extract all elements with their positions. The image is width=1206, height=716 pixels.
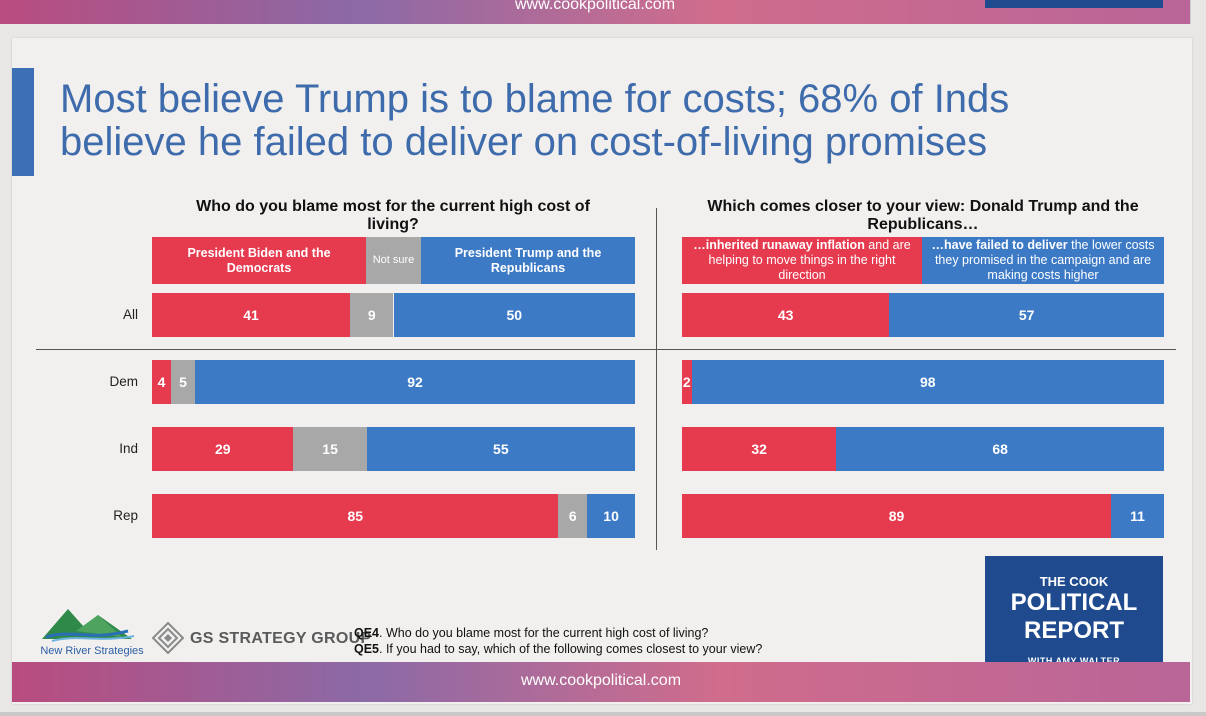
bottom-website-url: www.cookpolitical.com	[520, 672, 682, 689]
row-label-dem: Dem	[109, 374, 138, 389]
new-river-text: New River Strategies	[40, 645, 144, 657]
footnotes: QE4. Who do you blame most for the curre…	[354, 625, 762, 657]
chart2-data-label-all-series1: 43	[777, 307, 794, 323]
chart1-data-label-all-series1: 41	[243, 307, 259, 323]
chart2-data-label-dem-series1: 2	[682, 374, 691, 390]
chart1-legend-trump: President Trump and the Republicans	[421, 237, 635, 284]
chart1-legend-biden: President Biden and the Democrats	[152, 237, 366, 284]
horizontal-divider	[36, 349, 1176, 350]
chart1-bar-all-series2: 9	[350, 293, 394, 337]
mountains-icon	[42, 609, 135, 642]
chart2-data-label-ind-series1: 32	[751, 441, 767, 457]
footnote-qe4: QE4. Who do you blame most for the curre…	[354, 626, 709, 640]
chart2-data-label-ind-series2: 68	[992, 441, 1008, 457]
chart2-bar-rep-series2: 11	[1110, 494, 1164, 538]
chart1-bar-all-series3: 50	[393, 293, 635, 337]
chart1-data-label-dem-series2: 5	[179, 374, 187, 390]
chart2-bar-dem-series2: 98	[691, 360, 1164, 404]
chart1-title: Who do you blame most for the current hi…	[196, 198, 590, 233]
gs-strategy-logo: GS STRATEGY GROUP	[151, 621, 371, 656]
chart1-bar-dem-series2: 5	[171, 360, 196, 404]
chart1-bar-rep-series3: 10	[587, 494, 635, 538]
chart2-data-label-rep-series1: 89	[888, 508, 905, 524]
chart1-data-label-all-series2: 9	[367, 307, 376, 323]
chart1-bar-ind-series3: 55	[366, 427, 635, 471]
top-website-url: www.cookpolitical.com	[514, 0, 676, 13]
chart1-data-label-rep-series2: 6	[568, 508, 577, 524]
chart2-bar-all-series1: 43	[682, 293, 890, 337]
chart1-data-label-rep-series3: 10	[603, 508, 619, 524]
footnote-qe5: QE5. If you had to say, which of the fol…	[354, 642, 763, 656]
chart2-bar-all-series2: 57	[889, 293, 1164, 337]
cook-logo-line1: THE COOK	[1039, 574, 1109, 589]
chart1-data-label-ind-series1: 29	[214, 441, 231, 457]
chart2-data-label-dem-series2: 98	[920, 374, 936, 390]
chart2-legend-failed: …have failed to deliver the lower costs …	[922, 237, 1164, 284]
vertical-divider	[656, 208, 657, 550]
slide-title: Most believe Trump is to blame for costs…	[60, 77, 1010, 164]
new-river-logo: New River Strategies	[32, 603, 152, 659]
chart1-bar-dem-series1: 4	[152, 360, 172, 404]
chart2-legend-inherited: …inherited runaway inflation and are hel…	[682, 237, 922, 284]
top-banner: www.cookpolitical.com	[0, 0, 1190, 24]
chart2-data-label-rep-series2: 11	[1130, 508, 1145, 524]
row-label-ind: Ind	[119, 441, 138, 456]
gs-text: GS STRATEGY GROUP	[190, 630, 372, 647]
chart1-data-label-all-series3: 50	[506, 307, 523, 323]
chart1-bar-ind-series1: 29	[152, 427, 294, 471]
bottom-banner: www.cookpolitical.com	[12, 662, 1190, 702]
chart1-bar-ind-series2: 15	[293, 427, 367, 471]
chart2-title: Which comes closer to your view: Donald …	[707, 198, 1139, 233]
chart2-data-label-all-series2: 57	[1018, 307, 1035, 323]
cook-logo-line4: WITH AMY WALTER	[1027, 656, 1121, 666]
chart1-legend-not-sure: Not sure	[366, 237, 421, 284]
chart2-bar-ind-series1: 32	[682, 427, 837, 471]
row-label-rep: Rep	[113, 508, 138, 523]
bottom-strip	[0, 712, 1206, 716]
chart1-bar-dem-series3: 92	[195, 360, 635, 404]
chart1-data-label-dem-series3: 92	[407, 374, 423, 390]
chart2-bar-rep-series1: 89	[682, 494, 1111, 538]
chart1-data-label-dem-series1: 4	[157, 374, 166, 390]
title-accent-bar	[12, 68, 34, 176]
chart1-data-label-ind-series3: 55	[493, 441, 509, 457]
chart1-bar-all-series1: 41	[152, 293, 351, 337]
divider	[1190, 0, 1191, 24]
chart1-bar-rep-series2: 6	[558, 494, 588, 538]
cook-logo-line2: POLITICAL	[1010, 589, 1138, 616]
chart1-data-label-ind-series2: 15	[322, 441, 338, 457]
chart1-data-label-rep-series1: 85	[347, 508, 364, 524]
gs-diamond-icon	[151, 621, 185, 655]
row-label-all: All	[122, 307, 138, 322]
top-logo-strip	[985, 0, 1163, 8]
chart1-bar-rep-series1: 85	[152, 494, 559, 538]
cook-logo-line3: REPORT	[1023, 617, 1124, 644]
chart2-bar-dem-series1: 2	[682, 360, 692, 404]
chart2-bar-ind-series2: 68	[836, 427, 1164, 471]
